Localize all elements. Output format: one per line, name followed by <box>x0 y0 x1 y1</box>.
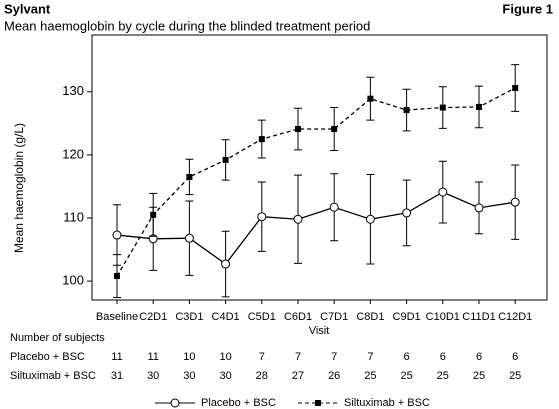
x-axis-label: Visit <box>309 325 330 337</box>
legend-label: Siltuximab + BSC <box>344 397 430 409</box>
x-tick-label: Baseline <box>96 311 138 323</box>
marker <box>112 230 122 240</box>
y-tick-label: 100 <box>62 273 84 288</box>
y-tick-label: 120 <box>62 146 84 161</box>
marker <box>150 211 157 218</box>
marker <box>258 136 265 143</box>
marker <box>365 214 375 224</box>
x-tick-label: C2D1 <box>139 311 167 323</box>
table-cell: 26 <box>328 370 340 382</box>
marker <box>186 173 193 180</box>
legend-marker <box>315 400 321 406</box>
marker <box>474 203 484 213</box>
chart-title: Mean haemoglobin by cycle during the bli… <box>4 18 370 33</box>
table-cell: 6 <box>440 351 446 363</box>
table-cell: 27 <box>292 370 304 382</box>
table-cell: 25 <box>437 370 449 382</box>
table-title: Number of subjects <box>10 332 105 344</box>
marker <box>476 103 482 110</box>
marker <box>184 233 194 243</box>
figure-label: Figure 1 <box>502 1 553 16</box>
marker <box>295 126 301 133</box>
y-tick-label: 110 <box>63 209 84 224</box>
table-cell: 7 <box>367 351 373 363</box>
marker <box>512 85 519 91</box>
marker <box>329 202 339 212</box>
x-tick-label: C3D1 <box>175 311 203 323</box>
marker <box>114 273 120 280</box>
table-cell: 30 <box>183 370 195 382</box>
table-cell: 31 <box>111 370 123 382</box>
marker <box>293 214 303 224</box>
x-tick-label: C5D1 <box>248 311 276 323</box>
table-cell: 30 <box>219 370 231 382</box>
table-cell: 30 <box>147 370 159 382</box>
table-cell: 10 <box>183 351 195 363</box>
table-cell: 11 <box>111 351 122 363</box>
legend-marker <box>170 398 180 408</box>
x-tick-label: C11D1 <box>462 311 495 323</box>
marker <box>439 104 446 111</box>
x-tick-label: C10D1 <box>426 311 460 323</box>
table-cell: 25 <box>473 370 485 382</box>
table-cell: 7 <box>295 351 301 363</box>
y-axis-label: Mean haemoglobin (g/L) <box>12 123 26 253</box>
table-cell: 6 <box>476 351 482 363</box>
table-cell: 28 <box>256 370 268 382</box>
x-tick-label: C4D1 <box>212 311 240 323</box>
table-cell: 7 <box>259 351 265 363</box>
table-cell: 7 <box>331 351 337 363</box>
table-row-label: Siltuximab + BSC <box>10 370 96 382</box>
table-cell: 10 <box>219 351 231 363</box>
y-tick-label: 130 <box>62 83 84 98</box>
x-tick-label: C8D1 <box>356 311 384 323</box>
table-cell: 11 <box>147 351 158 363</box>
series-line <box>116 191 516 265</box>
plot-frame <box>91 34 548 301</box>
marker <box>402 208 412 218</box>
marker <box>438 187 448 197</box>
table-cell: 25 <box>364 370 376 382</box>
table-cell: 6 <box>512 351 518 363</box>
marker <box>510 197 520 207</box>
marker <box>222 156 229 163</box>
x-tick-label: C12D1 <box>498 311 532 323</box>
table-cell: 6 <box>404 351 410 363</box>
table-cell: 25 <box>509 370 521 382</box>
table-row-label: Placebo + BSC <box>10 351 85 363</box>
legend-label: Placebo + BSC <box>201 397 276 409</box>
marker <box>221 259 231 269</box>
marker <box>403 107 410 114</box>
marker <box>331 126 338 133</box>
x-tick-label: C9D1 <box>393 311 421 323</box>
x-tick-label: C6D1 <box>284 311 312 323</box>
series-line <box>116 87 516 277</box>
marker <box>257 212 267 222</box>
x-tick-label: C7D1 <box>320 311 348 323</box>
table-cell: 25 <box>400 370 412 382</box>
brand: Sylvant <box>4 1 51 16</box>
marker <box>367 95 374 102</box>
